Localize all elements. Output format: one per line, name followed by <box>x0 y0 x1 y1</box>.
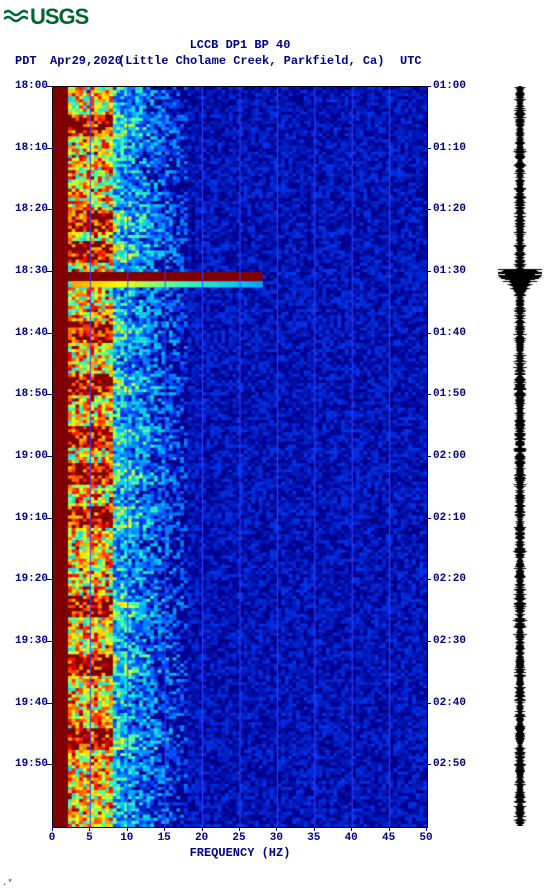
time-right-tick: 02:00 <box>433 450 466 462</box>
waveform-plot <box>498 86 542 826</box>
time-left-tick: 18:40 <box>10 327 48 339</box>
time-left-tick: 19:00 <box>10 450 48 462</box>
spectrogram-plot <box>52 86 428 828</box>
freq-tick: 30 <box>266 832 286 844</box>
time-left-tick: 18:50 <box>10 388 48 400</box>
time-left-tick: 19:20 <box>10 573 48 585</box>
time-left-tick: 18:20 <box>10 203 48 215</box>
freq-tick: 15 <box>154 832 174 844</box>
time-right-tick: 02:10 <box>433 512 466 524</box>
time-right-tick: 01:40 <box>433 327 466 339</box>
tz-right-label: UTC <box>400 54 422 68</box>
time-left-tick: 19:10 <box>10 512 48 524</box>
freq-tick: 45 <box>379 832 399 844</box>
x-axis-title: FREQUENCY (HZ) <box>150 846 330 860</box>
time-right-tick: 01:00 <box>433 80 466 92</box>
time-left-tick: 19:40 <box>10 697 48 709</box>
time-left-tick: 19:50 <box>10 758 48 770</box>
time-left-tick: 18:10 <box>10 142 48 154</box>
freq-tick: 35 <box>304 832 324 844</box>
time-right-tick: 01:30 <box>433 265 466 277</box>
time-right-tick: 02:50 <box>433 758 466 770</box>
usgs-logo: USGS <box>4 4 88 31</box>
location-label: (Little Cholame Creek, Parkfield, Ca) <box>118 54 384 68</box>
freq-tick: 5 <box>79 832 99 844</box>
time-left-tick: 18:30 <box>10 265 48 277</box>
usgs-wave-icon <box>4 5 28 31</box>
time-right-tick: 02:40 <box>433 697 466 709</box>
freq-tick: 20 <box>192 832 212 844</box>
time-right-tick: 02:20 <box>433 573 466 585</box>
freq-tick: 40 <box>341 832 361 844</box>
time-left-tick: 19:30 <box>10 635 48 647</box>
chart-title: LCCB DP1 BP 40 <box>0 38 480 52</box>
footnote: .* <box>2 878 13 888</box>
time-right-tick: 01:10 <box>433 142 466 154</box>
usgs-logo-text: USGS <box>30 4 88 29</box>
freq-tick: 0 <box>42 832 62 844</box>
time-right-tick: 01:20 <box>433 203 466 215</box>
time-right-tick: 01:50 <box>433 388 466 400</box>
tz-left-label: PDT <box>15 54 37 68</box>
time-left-tick: 18:00 <box>10 80 48 92</box>
freq-tick: 25 <box>229 832 249 844</box>
time-right-tick: 02:30 <box>433 635 466 647</box>
date-label: Apr29,2020 <box>50 54 122 68</box>
freq-tick: 10 <box>117 832 137 844</box>
freq-tick: 50 <box>416 832 436 844</box>
